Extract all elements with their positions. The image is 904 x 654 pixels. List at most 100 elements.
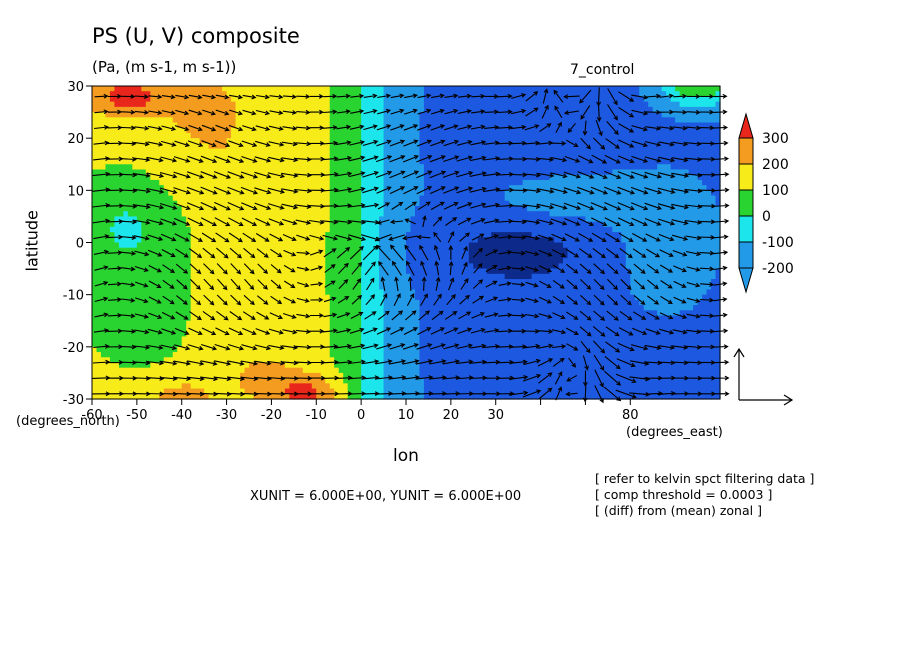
field-cell bbox=[222, 247, 228, 254]
field-cell bbox=[96, 143, 102, 150]
field-cell bbox=[401, 378, 407, 384]
field-cell bbox=[145, 367, 151, 374]
field-cell bbox=[186, 101, 192, 108]
field-cell bbox=[163, 242, 169, 249]
field-cell bbox=[311, 112, 317, 118]
field-cell bbox=[159, 289, 165, 296]
field-cell bbox=[441, 252, 447, 259]
field-cell bbox=[361, 91, 367, 98]
field-cell bbox=[208, 242, 214, 249]
field-cell bbox=[392, 336, 398, 343]
field-cell bbox=[177, 216, 183, 223]
field-cell bbox=[257, 153, 264, 160]
field-cell bbox=[320, 101, 326, 108]
field-cell bbox=[132, 367, 138, 374]
field-cell bbox=[168, 263, 174, 270]
field-cell bbox=[231, 388, 237, 395]
field-cell bbox=[177, 153, 183, 160]
field-cell bbox=[266, 237, 273, 244]
field-cell bbox=[240, 268, 246, 275]
field-cell bbox=[450, 320, 456, 327]
field-cell bbox=[365, 346, 371, 353]
field-cell bbox=[410, 132, 416, 139]
field-cell bbox=[172, 91, 178, 98]
field-cell bbox=[441, 284, 447, 291]
field-cell bbox=[414, 320, 421, 327]
field-cell bbox=[419, 258, 425, 264]
field-cell bbox=[307, 132, 313, 139]
field-cell bbox=[244, 341, 250, 348]
field-cell bbox=[392, 174, 398, 181]
field-cell bbox=[177, 190, 183, 197]
field-cell bbox=[240, 388, 246, 395]
field-cell bbox=[370, 138, 376, 144]
field-cell bbox=[307, 143, 313, 150]
field-cell bbox=[100, 153, 107, 160]
field-cell bbox=[204, 127, 210, 134]
field-cell bbox=[132, 205, 138, 212]
field-cell bbox=[446, 294, 452, 301]
field-cell bbox=[163, 268, 169, 275]
field-cell bbox=[159, 205, 165, 212]
field-cell bbox=[320, 383, 326, 390]
field-cell bbox=[419, 106, 425, 113]
field-cell bbox=[105, 190, 111, 197]
field-cell bbox=[356, 159, 362, 165]
field-cell bbox=[186, 325, 192, 332]
field-cell bbox=[253, 252, 259, 259]
field-cell bbox=[132, 159, 138, 165]
field-cell bbox=[195, 211, 201, 218]
field-cell bbox=[446, 279, 452, 285]
field-cell bbox=[177, 372, 183, 379]
field-cell bbox=[249, 310, 255, 317]
field-cell bbox=[213, 299, 219, 306]
field-cell bbox=[361, 372, 367, 379]
field-cell bbox=[114, 258, 120, 264]
field-cell bbox=[289, 127, 295, 134]
field-cell bbox=[123, 279, 129, 285]
field-cell bbox=[289, 153, 295, 160]
field-cell bbox=[163, 284, 169, 291]
field-cell bbox=[343, 378, 349, 384]
field-cell bbox=[383, 127, 389, 134]
field-cell bbox=[423, 252, 430, 259]
field-cell bbox=[284, 383, 290, 390]
field-cell bbox=[190, 367, 196, 374]
field-cell bbox=[397, 279, 403, 285]
field-cell bbox=[437, 273, 443, 280]
field-cell bbox=[100, 393, 107, 400]
field-cell bbox=[92, 367, 98, 374]
field-cell bbox=[428, 200, 434, 207]
field-cell bbox=[334, 237, 340, 244]
field-cell bbox=[163, 96, 169, 103]
field-cell bbox=[253, 237, 259, 244]
field-cell bbox=[406, 211, 412, 218]
field-cell bbox=[145, 315, 151, 322]
field-cell bbox=[123, 310, 129, 317]
field-cell bbox=[92, 336, 98, 343]
field-cell bbox=[100, 200, 107, 207]
field-cell bbox=[114, 299, 120, 306]
field-cell bbox=[307, 341, 313, 348]
field-cell bbox=[92, 315, 98, 322]
field-cell bbox=[432, 294, 438, 301]
field-cell bbox=[329, 383, 335, 390]
field-cell bbox=[374, 195, 380, 202]
field-cell bbox=[266, 383, 273, 390]
field-cell bbox=[195, 331, 201, 337]
field-cell bbox=[401, 247, 407, 254]
field-cell bbox=[150, 393, 156, 400]
field-cell bbox=[181, 310, 187, 317]
field-cell bbox=[293, 367, 299, 374]
field-cell bbox=[168, 117, 174, 124]
field-cell bbox=[401, 179, 407, 186]
field-cell bbox=[392, 169, 398, 176]
field-cell bbox=[226, 263, 232, 270]
field-cell bbox=[244, 383, 250, 390]
field-cell bbox=[275, 96, 281, 103]
field-cell bbox=[132, 86, 138, 92]
field-cell bbox=[459, 112, 465, 118]
field-cell bbox=[127, 310, 133, 317]
field-cell bbox=[352, 325, 358, 332]
field-cell bbox=[208, 367, 214, 374]
